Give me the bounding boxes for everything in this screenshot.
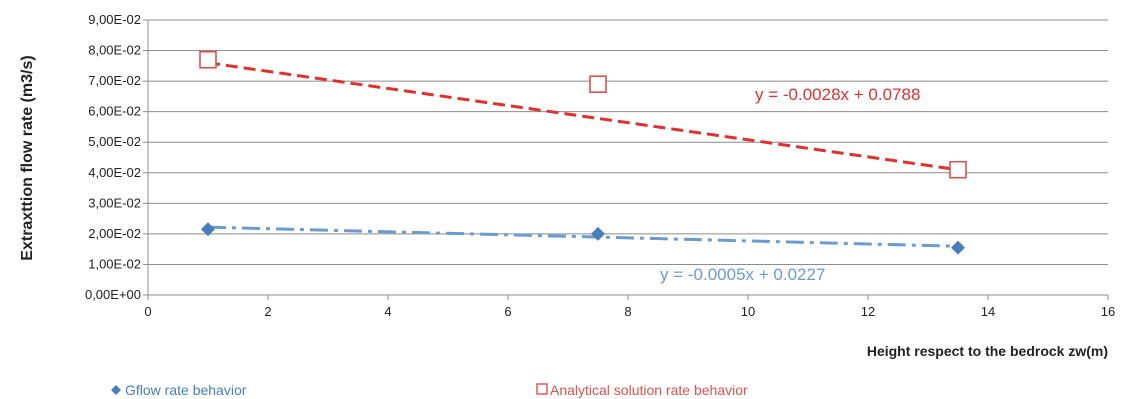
y-tick-label-3: 3,00E-02 — [88, 195, 141, 210]
x-tick-label-2: 4 — [384, 304, 391, 319]
trendline-series-1 — [207, 61, 959, 172]
y-tick-label-1: 1,00E-02 — [88, 256, 141, 271]
x-tick-label-3: 6 — [504, 304, 511, 319]
axes — [147, 20, 1108, 296]
x-tick-label-6: 12 — [861, 304, 875, 319]
data-points — [199, 50, 967, 255]
y-axis-title: Extraxttion flow rate (m3/s) — [19, 55, 36, 260]
x-tick-labels: 0 2 4 6 8 10 12 14 16 — [144, 304, 1115, 319]
diamond-point-1 — [591, 226, 605, 241]
trendlines — [207, 61, 959, 248]
x-tick-label-8: 16 — [1101, 304, 1115, 319]
square-point-1 — [589, 75, 607, 93]
diamond-point-2 — [951, 240, 965, 255]
diamond-point-0 — [201, 222, 215, 237]
y-tick-label-7: 7,00E-02 — [88, 73, 141, 88]
y-tick-label-5: 5,00E-02 — [88, 134, 141, 149]
x-axis-title: Height respect to the bedrock zw(m) — [867, 343, 1108, 359]
legend: Gflow rate behavior Analytical solution … — [111, 382, 748, 398]
y-tick-label-9: 9,00E-02 — [88, 12, 141, 27]
trendline-equation-0: y = -0.0005x + 0.0227 — [660, 265, 825, 284]
x-tick-label-7: 14 — [981, 304, 995, 319]
y-tick-label-8: 8,00E-02 — [88, 43, 141, 58]
x-tick-label-1: 2 — [264, 304, 271, 319]
square-point-2 — [949, 160, 967, 179]
trendline-equation-1: y = -0.0028x + 0.0788 — [755, 85, 920, 104]
grid-lines — [143, 19, 1109, 300]
y-tick-label-0: 0,00E+00 — [85, 287, 141, 302]
trendline-series-0 — [207, 225, 959, 248]
x-tick-label-0: 0 — [144, 304, 151, 319]
y-tick-label-4: 4,00E-02 — [88, 165, 141, 180]
y-tick-label-2: 2,00E-02 — [88, 226, 141, 241]
legend-square-icon — [536, 383, 548, 395]
x-tick-label-4: 8 — [624, 304, 631, 319]
x-tick-label-5: 10 — [741, 304, 755, 319]
y-tick-labels: 0,00E+00 1,00E-02 2,00E-02 3,00E-02 4,00E-02… — [85, 12, 141, 302]
square-point-0 — [199, 50, 217, 69]
legend-label-analytical: Analytical solution rate behavior — [550, 382, 748, 398]
y-tick-label-6: 6,00E-02 — [88, 104, 141, 119]
trendline-equations: y = -0.0005x + 0.0227 y = -0.0028x + 0.07… — [660, 85, 920, 284]
legend-label-gflow: Gflow rate behavior — [125, 382, 247, 398]
legend-diamond-icon — [111, 385, 121, 395]
